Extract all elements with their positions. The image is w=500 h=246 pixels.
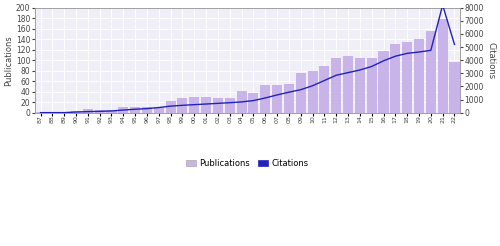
Bar — [130, 108, 140, 113]
Bar — [390, 44, 400, 113]
Bar — [48, 112, 58, 113]
Bar — [355, 58, 365, 113]
Bar — [106, 110, 117, 113]
Bar — [343, 56, 353, 113]
Bar — [378, 51, 388, 113]
Bar — [154, 107, 164, 113]
Y-axis label: Citations: Citations — [487, 42, 496, 79]
Bar — [414, 39, 424, 113]
Bar — [320, 66, 330, 113]
Bar — [94, 110, 104, 113]
Bar — [190, 97, 200, 113]
Bar — [296, 73, 306, 113]
Bar — [118, 108, 128, 113]
Y-axis label: Publications: Publications — [4, 35, 13, 86]
Bar — [236, 91, 246, 113]
Legend: Publications, Citations: Publications, Citations — [182, 156, 312, 171]
Bar — [59, 112, 69, 113]
Bar — [272, 85, 282, 113]
Bar — [166, 101, 175, 113]
Bar — [366, 58, 376, 113]
Bar — [224, 98, 235, 113]
Bar — [450, 62, 460, 113]
Bar — [71, 110, 81, 113]
Bar — [201, 97, 211, 113]
Bar — [213, 98, 223, 113]
Bar — [438, 19, 448, 113]
Bar — [142, 108, 152, 113]
Bar — [36, 112, 46, 113]
Bar — [260, 85, 270, 113]
Bar — [331, 58, 341, 113]
Bar — [402, 42, 412, 113]
Bar — [248, 93, 258, 113]
Bar — [284, 84, 294, 113]
Bar — [426, 31, 436, 113]
Bar — [83, 109, 93, 113]
Bar — [178, 98, 188, 113]
Bar — [308, 71, 318, 113]
